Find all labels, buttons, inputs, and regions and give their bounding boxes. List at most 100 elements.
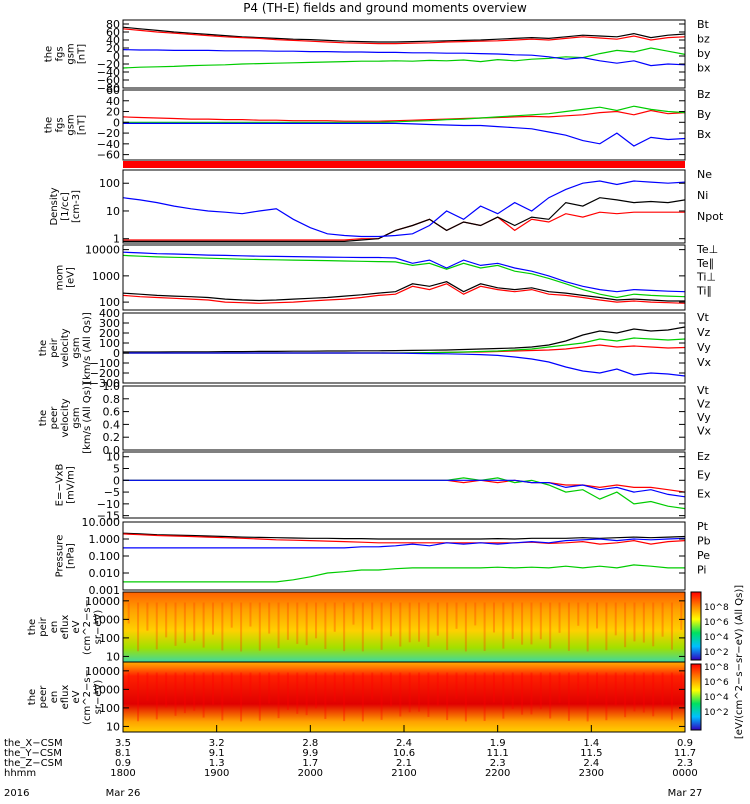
legend-entry: Te⊥: [696, 243, 718, 256]
spectrogram-stripe: [389, 672, 392, 707]
y-tick-label: 100: [99, 632, 120, 645]
spectrogram-stripe: [474, 602, 477, 626]
legend-entry: By: [697, 108, 712, 121]
x-tick-label: 2.3: [490, 758, 506, 769]
x-tick-label: 2.4: [583, 758, 599, 769]
panel-8: 10.000 1.000 0.100 0.010 0.001 Pressure [nPa] P…: [55, 516, 711, 597]
y-tick-label: 0.100: [89, 550, 121, 563]
spectrogram-stripe: [324, 602, 327, 649]
x-tick-label: 2.1: [396, 758, 412, 769]
legend-entry: Vy: [697, 411, 711, 424]
spectrogram-stripe: [577, 602, 580, 626]
spectrogram-stripe: [436, 602, 439, 636]
spectrogram-stripe: [221, 602, 224, 651]
y-axis-label: mom: [55, 265, 66, 291]
spectrogram-stripe: [455, 602, 458, 629]
spectrogram-stripe: [333, 602, 336, 632]
y-tick-label: 10: [106, 205, 120, 218]
spectrogram-stripe: [530, 672, 533, 715]
spectrogram-stripe: [137, 602, 140, 652]
spectrogram-stripe: [183, 672, 186, 714]
y-tick-label: 1: [113, 233, 120, 246]
spectrogram-stripe: [230, 602, 233, 628]
y-tick-label: 1000: [92, 270, 120, 283]
colorbar-tick-label: 10^8: [704, 663, 729, 673]
legend-entry: Pe: [697, 549, 710, 562]
spectrogram-stripe: [202, 602, 205, 648]
figure-title: P4 (TH-E) fields and ground moments over…: [243, 1, 527, 15]
spectrogram-stripe: [586, 672, 589, 722]
spectrogram-stripe: [577, 672, 580, 696]
legend-entry: Pi: [697, 564, 706, 577]
y-axis-label: en: [49, 621, 60, 634]
spectrogram-stripe: [436, 672, 439, 706]
series-line-ne: [123, 211, 685, 241]
y-axis-label: the: [38, 340, 49, 356]
legend-entry: Vt: [697, 384, 710, 397]
y-axis-label: peer: [38, 685, 49, 709]
spectrogram-stripe: [652, 672, 655, 717]
legend-entry: Vz: [697, 326, 711, 339]
spectrogram-stripe: [155, 672, 158, 720]
y-axis-label: the: [44, 46, 55, 62]
x-tick-label: 3.5: [115, 738, 131, 749]
legend-entry: bx: [697, 62, 711, 75]
spectrogram-stripe: [446, 672, 449, 721]
y-axis-label: [1/cc]: [60, 192, 71, 221]
spectrogram-stripe: [361, 602, 364, 652]
x-row-label: the_Z−CSM: [4, 758, 63, 769]
x-tick-label: 0.9: [677, 738, 693, 749]
colorbar-lower: [690, 663, 702, 731]
spectrogram-stripe: [502, 672, 505, 719]
legend-entry: Vz: [697, 398, 711, 411]
spectrogram-stripe: [211, 672, 214, 705]
x-tick-label: 2100: [391, 768, 416, 779]
y-axis-label: velocity: [60, 398, 71, 437]
spectrogram-stripe: [193, 602, 196, 641]
y-axis-label: fgs: [55, 117, 66, 132]
spectrogram-stripe: [521, 602, 524, 645]
y-axis-label: (cm^2−s−: [82, 599, 93, 655]
spectrogram-stripe: [474, 672, 477, 696]
legend-entry: Vy: [697, 341, 711, 354]
spectrogram-stripe: [596, 602, 599, 629]
panel-6: 1.00.80.60.40.20.0 the peer velocity gsm [km/…: [38, 380, 712, 457]
legend-entry: Vx: [697, 425, 712, 438]
colorbar-tick-label: 10^4: [704, 633, 729, 643]
spectrogram-fill: [123, 662, 685, 732]
spectrogram-stripe: [642, 602, 645, 643]
spectrogram-stripe: [127, 602, 130, 624]
y-axis-label: peir: [49, 337, 60, 357]
series-line-ex: [123, 479, 686, 498]
y-axis-label: gsm: [71, 407, 82, 428]
series-line-vx: [123, 352, 686, 377]
panel-frame: [122, 385, 686, 451]
spectrogram-stripe: [549, 672, 552, 719]
colorbar-tick-label: 10^6: [704, 678, 729, 688]
spectrogram-stripe: [277, 672, 280, 719]
spectrogram-stripe: [670, 672, 673, 720]
spectrogram-stripe: [352, 672, 355, 695]
spectrogram-stripe: [305, 672, 308, 716]
flag-bar: [123, 161, 685, 168]
spectrogram-fill: [123, 592, 685, 662]
spectrogram-stripe: [427, 672, 430, 717]
spectrogram-stripe: [661, 602, 664, 637]
panel-frame: [122, 244, 686, 311]
spectrogram-stripe: [343, 672, 346, 722]
y-axis-label: the: [44, 117, 55, 133]
panel-frame: [122, 312, 686, 384]
y-tick-label: −15: [97, 510, 120, 523]
series-line-ez: [123, 479, 686, 493]
y-tick-label: 10: [106, 650, 120, 663]
legend-entry: Vt: [697, 311, 710, 324]
x-tick-label: 2200: [485, 768, 510, 779]
spectrogram-stripe: [296, 602, 299, 644]
spectrogram-stripe: [492, 672, 495, 703]
x-tick-label: 9.1: [209, 748, 225, 759]
legend-entry: Npot: [697, 210, 724, 223]
spectrogram-stripe: [418, 672, 421, 712]
spectrogram-stripe: [371, 672, 374, 700]
